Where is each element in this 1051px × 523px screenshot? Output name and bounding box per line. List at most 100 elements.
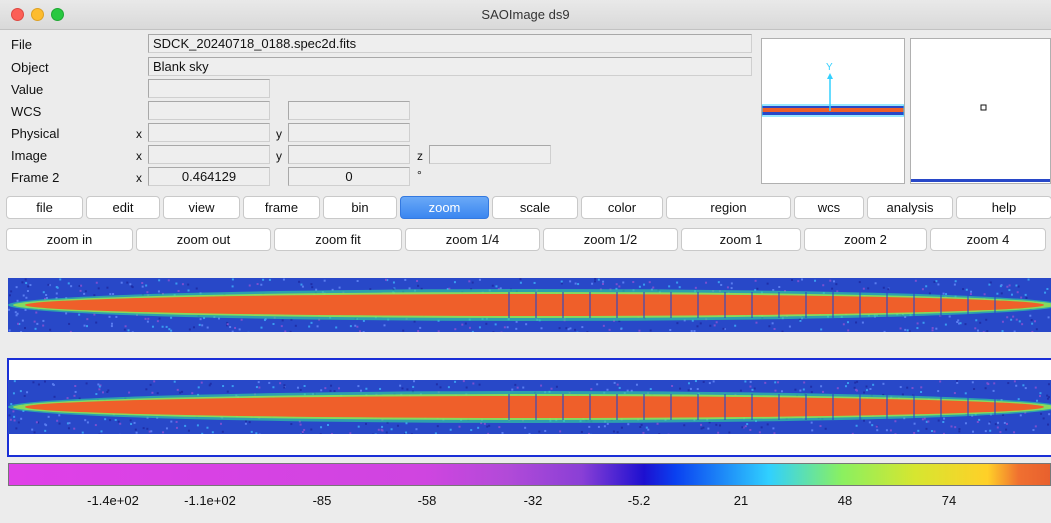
- noise-pixel: [801, 278, 804, 281]
- maximize-window-button[interactable]: [51, 8, 64, 21]
- value-label: Value: [11, 82, 44, 97]
- window-title: SAOImage ds9: [481, 7, 570, 22]
- noise-pixel: [569, 280, 572, 283]
- noise-pixel: [1034, 425, 1037, 428]
- noise-pixel: [540, 384, 543, 387]
- info-panel: File SDCK_20240718_0188.spec2d.fits Obje…: [0, 31, 756, 189]
- noise-pixel: [255, 432, 258, 434]
- button-zoom-1-2[interactable]: zoom 1/2: [543, 228, 678, 251]
- minimize-window-button[interactable]: [31, 8, 44, 21]
- noise-pixel: [45, 297, 48, 300]
- menu-view[interactable]: view: [163, 196, 240, 219]
- noise-pixel: [448, 287, 451, 290]
- button-zoom-4[interactable]: zoom 4: [930, 228, 1046, 251]
- noise-pixel: [22, 409, 25, 412]
- menu-frame[interactable]: frame: [243, 196, 320, 219]
- noise-pixel: [970, 290, 973, 293]
- noise-pixel: [700, 427, 703, 430]
- noise-pixel: [495, 285, 498, 288]
- menu-analysis[interactable]: analysis: [867, 196, 953, 219]
- noise-pixel: [296, 386, 299, 389]
- noise-pixel: [647, 428, 650, 431]
- noise-pixel: [1040, 412, 1043, 415]
- noise-pixel: [1008, 284, 1011, 287]
- menu-region[interactable]: region: [666, 196, 791, 219]
- panner-view-box[interactable]: [762, 104, 904, 117]
- noise-pixel: [863, 419, 866, 422]
- sky-line: [832, 394, 834, 420]
- noise-pixel: [1002, 413, 1005, 416]
- noise-pixel: [68, 322, 71, 325]
- noise-pixel: [156, 392, 159, 395]
- noise-pixel: [916, 322, 919, 325]
- noise-pixel: [310, 428, 313, 431]
- panner-view[interactable]: Y: [761, 38, 905, 184]
- menu-scale[interactable]: scale: [492, 196, 578, 219]
- noise-pixel: [935, 327, 938, 330]
- noise-pixel: [1001, 330, 1004, 332]
- noise-pixel: [668, 285, 671, 288]
- menu-zoom[interactable]: zoom: [400, 196, 489, 219]
- noise-pixel: [788, 325, 791, 328]
- noise-pixel: [198, 323, 201, 326]
- noise-pixel: [708, 421, 711, 424]
- noise-pixel: [972, 430, 975, 433]
- noise-pixel: [415, 428, 418, 431]
- noise-pixel: [66, 422, 69, 425]
- noise-pixel: [869, 388, 872, 391]
- noise-pixel: [130, 423, 133, 426]
- noise-pixel: [559, 430, 562, 433]
- menu-bin[interactable]: bin: [323, 196, 397, 219]
- noise-pixel: [689, 387, 692, 390]
- button-zoom-fit[interactable]: zoom fit: [274, 228, 402, 251]
- button-zoom-in[interactable]: zoom in: [6, 228, 133, 251]
- menu-wcs[interactable]: wcs: [794, 196, 864, 219]
- noise-pixel: [16, 312, 19, 315]
- close-window-button[interactable]: [11, 8, 24, 21]
- menu-color[interactable]: color: [581, 196, 663, 219]
- noise-pixel: [86, 421, 89, 424]
- noise-pixel: [161, 325, 164, 328]
- noise-pixel: [468, 280, 471, 283]
- menu-file[interactable]: file: [6, 196, 83, 219]
- noise-pixel: [708, 382, 711, 385]
- noise-pixel: [58, 422, 61, 425]
- noise-pixel: [107, 389, 110, 392]
- colorbar[interactable]: [8, 463, 1051, 486]
- noise-pixel: [1030, 319, 1033, 322]
- button-zoom-out[interactable]: zoom out: [136, 228, 271, 251]
- noise-pixel: [99, 384, 102, 387]
- noise-pixel: [80, 284, 83, 287]
- button-zoom-2[interactable]: zoom 2: [804, 228, 927, 251]
- noise-pixel: [300, 283, 303, 286]
- noise-pixel: [774, 389, 777, 392]
- noise-pixel: [958, 430, 961, 433]
- noise-pixel: [652, 286, 655, 289]
- noise-pixel: [326, 424, 329, 427]
- noise-pixel: [100, 430, 103, 433]
- menu-edit[interactable]: edit: [86, 196, 160, 219]
- noise-pixel: [435, 383, 438, 386]
- noise-pixel: [188, 328, 191, 331]
- noise-pixel: [419, 326, 422, 329]
- noise-pixel: [1047, 423, 1050, 426]
- noise-pixel: [696, 388, 699, 391]
- sky-line: [967, 292, 969, 318]
- noise-pixel: [449, 428, 452, 431]
- menu-help[interactable]: help: [956, 196, 1051, 219]
- button-zoom-1-4[interactable]: zoom 1/4: [405, 228, 540, 251]
- noise-pixel: [640, 423, 643, 426]
- noise-pixel: [778, 285, 781, 288]
- sky-line: [535, 394, 537, 420]
- noise-pixel: [602, 324, 605, 327]
- noise-pixel: [417, 284, 420, 287]
- frame-1-image[interactable]: [8, 278, 1051, 332]
- button-zoom-1[interactable]: zoom 1: [681, 228, 801, 251]
- noise-pixel: [937, 283, 940, 286]
- frame-2-image[interactable]: [8, 380, 1051, 434]
- noise-pixel: [130, 285, 133, 288]
- noise-pixel: [973, 388, 976, 391]
- noise-pixel: [1006, 316, 1009, 319]
- noise-pixel: [485, 322, 488, 325]
- noise-pixel: [209, 382, 212, 385]
